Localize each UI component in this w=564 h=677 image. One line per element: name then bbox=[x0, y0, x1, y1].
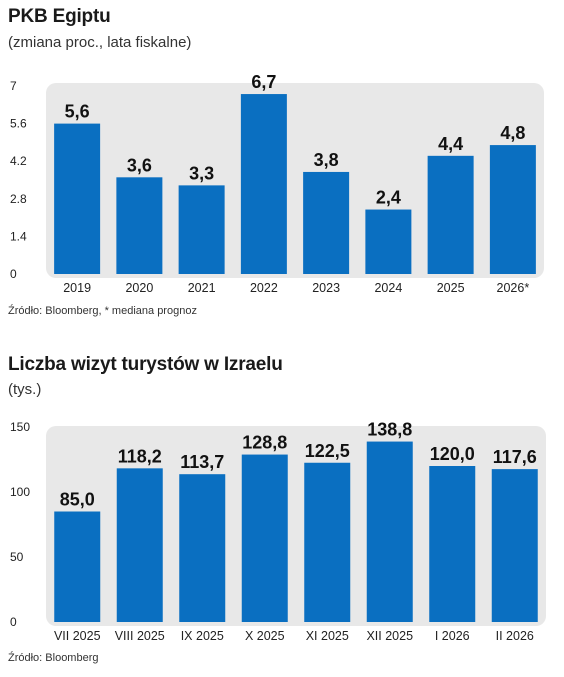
chart1-category-label: 2021 bbox=[188, 281, 216, 295]
chart1-bar bbox=[365, 209, 412, 274]
chart1-ytick: 7 bbox=[10, 79, 17, 93]
chart1-data-label: 5,6 bbox=[65, 102, 90, 122]
chart2-data-label: 113,7 bbox=[180, 452, 224, 472]
chart1-panel bbox=[46, 83, 544, 278]
chart2-category-label: X 2025 bbox=[245, 629, 285, 643]
chart2-ytick: 0 bbox=[10, 615, 17, 629]
chart1-category-label: 2019 bbox=[63, 281, 91, 295]
chart1-category-label: 2020 bbox=[125, 281, 153, 295]
chart1-category-label: 2024 bbox=[374, 281, 402, 295]
chart2-category-label: VII 2025 bbox=[54, 629, 101, 643]
chart1-bar bbox=[178, 185, 225, 274]
chart2-bar bbox=[241, 454, 288, 622]
chart2-category-label: XII 2025 bbox=[366, 629, 413, 643]
chart1-data-label: 4,4 bbox=[438, 134, 463, 154]
chart2-bar bbox=[179, 474, 226, 622]
chart2-data-label: 120,0 bbox=[430, 444, 475, 464]
chart1-subtitle: (zmiana proc., lata fiskalne) bbox=[8, 34, 192, 51]
chart2-category-label: VIII 2025 bbox=[115, 629, 165, 643]
chart1-bar bbox=[240, 94, 287, 274]
chart1-category-label: 2022 bbox=[250, 281, 278, 295]
chart1-category-label: 2025 bbox=[437, 281, 465, 295]
chart2-data-label: 138,8 bbox=[367, 420, 412, 440]
chart2-ytick: 100 bbox=[10, 485, 30, 499]
chart1-ytick: 1.4 bbox=[10, 229, 27, 243]
chart2-plot: 0 50 100 150 85,0 VII 2025 118,2 VIII 2025 113,7… bbox=[10, 420, 546, 643]
chart1-category-label: 2023 bbox=[312, 281, 340, 295]
chart1-data-label: 3,8 bbox=[314, 150, 339, 170]
chart1-category-label: 2026* bbox=[497, 281, 530, 295]
chart1-data-label: 6,7 bbox=[251, 72, 276, 92]
chart2-panel bbox=[46, 426, 546, 626]
chart2-ytick: 50 bbox=[10, 550, 24, 564]
chart1-ytick: 5.6 bbox=[10, 117, 27, 131]
chart1-data-label: 3,3 bbox=[189, 163, 214, 183]
chart2-data-label: 118,2 bbox=[118, 446, 162, 466]
chart2-bar bbox=[304, 462, 351, 622]
chart2-bar bbox=[491, 469, 538, 622]
chart1-title: PKB Egiptu bbox=[8, 6, 111, 27]
chart2-data-label: 128,8 bbox=[242, 433, 287, 453]
chart2-category-label: II 2026 bbox=[496, 629, 534, 643]
chart2-category-label: I 2026 bbox=[435, 629, 470, 643]
chart1-bar bbox=[116, 177, 163, 274]
chart1-bar bbox=[54, 123, 101, 274]
chart1-bar bbox=[489, 145, 536, 274]
chart2-category-label: XI 2025 bbox=[306, 629, 349, 643]
chart2-data-label: 122,5 bbox=[305, 441, 350, 461]
chart2-source: Źródło: Bloomberg bbox=[8, 652, 99, 664]
chart1-plot: 0 1.4 2.8 4.2 5.6 7 5,6 2019 3,6 2020 3,3 2021 6,7 20… bbox=[10, 72, 544, 295]
chart2-title: Liczba wizyt turystów w Izraelu bbox=[8, 354, 283, 375]
chart1-bar bbox=[427, 155, 474, 274]
chart1-ytick: 4.2 bbox=[10, 154, 27, 168]
chart1-bar bbox=[303, 171, 350, 274]
chart2-bar bbox=[54, 511, 101, 622]
chart2-data-label: 117,6 bbox=[493, 447, 537, 467]
chart2-subtitle: (tys.) bbox=[8, 381, 42, 398]
chart1-ytick: 0 bbox=[10, 267, 17, 281]
chart2-data-label: 85,0 bbox=[60, 490, 95, 510]
chart2-bar bbox=[116, 468, 163, 622]
chart1-data-label: 2,4 bbox=[376, 188, 401, 208]
chart2-bar bbox=[366, 441, 413, 622]
chart2-bar bbox=[429, 466, 476, 622]
chart2-ytick: 150 bbox=[10, 420, 30, 434]
chart1-source: Źródło: Bloomberg, * mediana prognoz bbox=[8, 305, 197, 317]
chart1-ytick: 2.8 bbox=[10, 192, 27, 206]
chart1-data-label: 4,8 bbox=[500, 123, 525, 143]
chart1-data-label: 3,6 bbox=[127, 155, 152, 175]
chart2-category-label: IX 2025 bbox=[181, 629, 224, 643]
